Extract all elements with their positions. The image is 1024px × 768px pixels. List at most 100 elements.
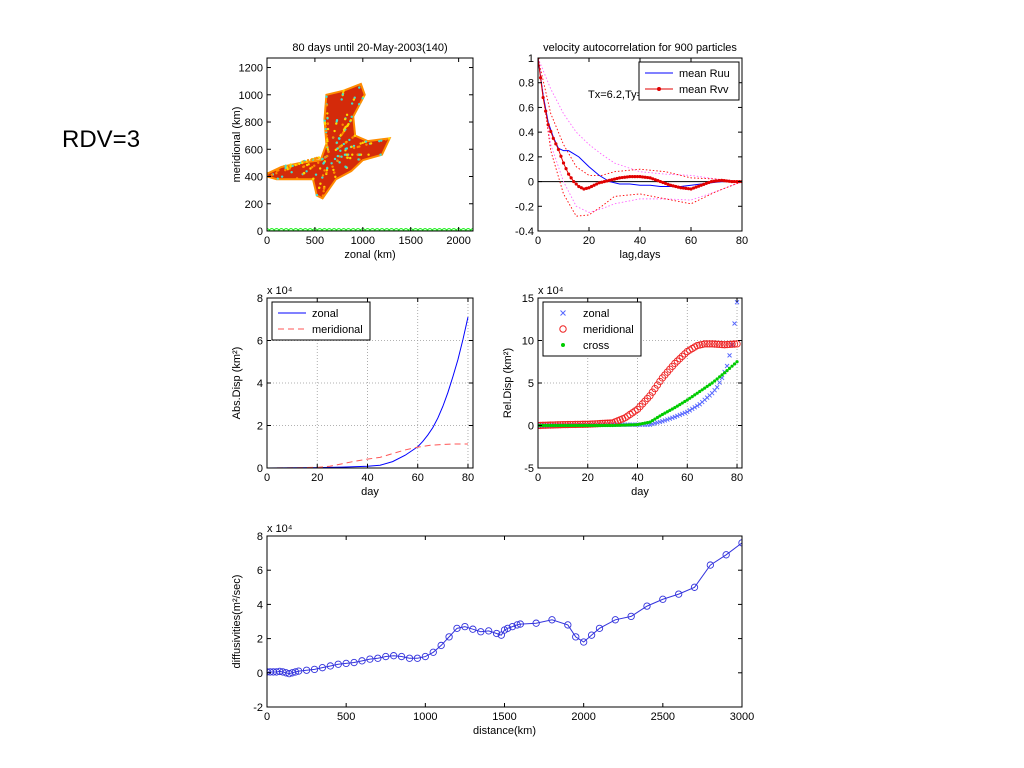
point-meridional [706,340,714,348]
particle-point [364,140,368,143]
point-meridional [733,340,741,348]
particle-point [321,194,325,198]
particle-point [317,156,321,159]
y-tick-label: 10 [522,336,534,348]
point-mean-Rvv [625,175,629,179]
point-cross [586,423,590,428]
x-tick-label: 0 [264,711,270,723]
particle-point [289,165,292,168]
particle-point [323,119,326,122]
particle-point [313,164,316,167]
point-mean-Rvv [618,176,622,180]
point-zonal [667,416,673,422]
x-axis-label: distance(km) [473,725,536,737]
x-tick-label: 0 [264,235,270,247]
y-tick-label: 0 [257,226,263,238]
point-series [397,652,406,661]
particle-point [334,175,337,179]
y-tick-label: 0 [257,668,263,680]
particle-point [324,129,328,133]
point-zonal [694,403,700,409]
point-mean-Rvv [556,147,561,152]
seed-point [369,228,376,231]
point-series [413,654,422,662]
point-meridional [671,359,679,368]
y-tick-label: 2 [257,634,263,646]
seed-point [278,228,285,231]
point-zonal [674,413,680,419]
particle-point [339,134,342,137]
y-tick-label: 4 [257,378,263,390]
particle-point [336,159,339,163]
point-zonal [662,418,668,423]
point-series [453,624,461,632]
point-series [572,633,580,641]
point-mean-Rvv [592,183,596,187]
particle-point [323,122,327,126]
point-mean-Rvv [546,123,550,127]
x-tick-label: 80 [731,472,743,484]
particle-point [314,159,318,163]
point-series [587,631,596,639]
point-meridional [730,340,739,348]
point-series [310,665,319,674]
particle-point [343,117,347,121]
point-zonal [660,418,665,424]
y-tick-label: 0.2 [519,152,534,164]
x-tick-label: 1500 [398,235,422,247]
seed-point [465,228,472,231]
particle-point [305,170,308,173]
point-cross [668,408,672,412]
seed-point [441,228,448,231]
particle-point [301,161,304,165]
point-mean-Rvv [676,185,680,189]
point-cross [663,411,667,415]
legend-label-zonal: zonal [312,308,338,320]
y-tick-label: 15 [522,293,534,305]
point-meridional [713,340,721,348]
particle-point [343,127,346,130]
point-zonal [689,406,695,412]
particle-point [267,172,270,175]
point-mean-Rvv [661,180,665,185]
point-mean-Rvv [564,166,568,171]
point-series [627,612,635,621]
y-tick-label: 8 [257,531,263,543]
particle-point [280,175,284,178]
particle-point [310,158,313,161]
x-axis-label: lag,days [620,249,661,261]
point-cross [643,421,647,425]
particle-point [356,145,359,149]
point-series [611,616,619,624]
point-series [722,551,730,559]
point-mean-Rvv [720,178,724,182]
point-series [326,662,334,670]
point-zonal [679,411,685,417]
point-zonal [734,299,740,305]
particle-point [325,167,329,170]
point-mean-Rvv [615,176,619,181]
point-meridional [589,420,597,428]
particle-point [345,113,349,117]
point-cross [675,404,679,408]
x-tick-label: 40 [634,235,646,247]
point-meridional [708,340,716,348]
y-tick-label: 0 [257,463,263,475]
x-tick-label: 0 [535,472,541,484]
y-axis-label: Rel.Disp (km²) [502,348,514,418]
point-mean-Rvv [574,182,578,186]
exponent-label: x 10⁴ [267,523,293,535]
legend-label-zonal: zonal [583,308,609,320]
point-mean-Rvv [587,186,591,190]
point-zonal [714,384,720,390]
x-tick-label: 500 [337,711,355,723]
legend-marker-cross [561,343,565,347]
y-tick-label: 400 [245,172,263,184]
point-mean-Rvv [541,95,545,100]
point-cross [548,423,553,428]
legend-marker-zonal [560,310,566,316]
particle-point [290,171,293,174]
particle-point [286,166,289,169]
seed-point [417,228,424,231]
y-tick-label: 0.4 [519,127,534,139]
